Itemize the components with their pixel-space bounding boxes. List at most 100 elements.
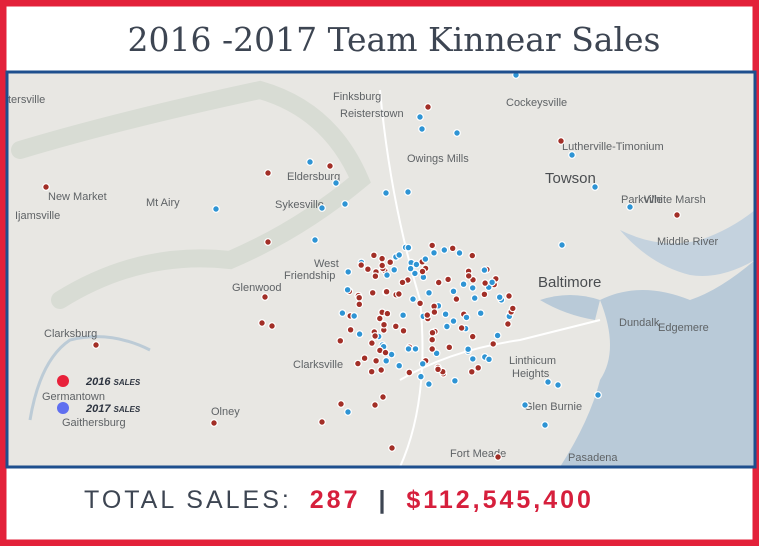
- place-label: Heights: [512, 368, 550, 380]
- sale-dot: [468, 284, 477, 292]
- sale-dot: [364, 265, 372, 274]
- sale-dot: [418, 359, 427, 368]
- sale-dot: [399, 311, 408, 320]
- separator: |: [378, 486, 388, 514]
- sale-dot: [591, 183, 599, 191]
- sale-dot: [318, 418, 326, 426]
- place-label: Glenwood: [232, 282, 282, 294]
- sale-dot: [464, 345, 473, 354]
- sale-dot: [459, 280, 468, 289]
- sale-dot: [383, 309, 392, 318]
- sale-dot: [264, 169, 272, 177]
- place-label: Towson: [545, 170, 596, 187]
- sale-dot: [476, 309, 485, 318]
- sale-dot: [464, 272, 473, 280]
- sale-dot: [412, 260, 421, 269]
- legend-swatch: [57, 375, 69, 387]
- total-line: TOTAL SALES: 287 | $112,545,400: [84, 486, 594, 514]
- sale-dot: [378, 254, 387, 263]
- sale-dot: [411, 345, 420, 353]
- sale-dot: [381, 348, 390, 357]
- sale-dot: [371, 401, 379, 409]
- sale-dot: [355, 300, 364, 309]
- sale-dot: [311, 236, 319, 244]
- sale-dot: [306, 158, 314, 166]
- sale-dot: [504, 320, 512, 328]
- sale-dot: [462, 313, 471, 322]
- sale-dot: [430, 248, 438, 257]
- sale-dot: [371, 272, 380, 281]
- sale-dot: [468, 355, 477, 363]
- sale-dot: [375, 314, 384, 323]
- sale-dot: [404, 188, 412, 196]
- total-count: 287: [310, 486, 361, 514]
- place-label: Dundalk: [619, 317, 660, 329]
- water: [540, 295, 600, 320]
- sale-dot: [505, 292, 513, 300]
- place-label: Parkville: [621, 194, 663, 206]
- place-label: Middle River: [657, 236, 718, 248]
- sale-dot: [372, 356, 381, 365]
- sale-dot: [430, 308, 439, 317]
- sale-dot: [318, 204, 326, 212]
- park: [11, 80, 371, 309]
- sale-dot: [481, 279, 490, 288]
- place-label: Edgemere: [658, 322, 709, 334]
- sale-dot: [485, 355, 493, 364]
- place-label: Owings Mills: [407, 153, 469, 165]
- sale-dot: [341, 200, 349, 208]
- place-label: Eldersburg: [287, 171, 340, 183]
- sale-dot: [388, 444, 396, 452]
- sale-dot: [368, 339, 376, 348]
- sale-dot: [541, 421, 549, 429]
- sale-dot: [493, 331, 502, 340]
- sale-dot: [488, 278, 497, 287]
- sale-dot: [673, 211, 681, 219]
- sale-dot: [360, 354, 369, 363]
- sale-dot: [626, 203, 634, 211]
- place-label: Cockeysville: [506, 97, 567, 109]
- sale-dot: [264, 238, 272, 246]
- sale-dot: [268, 322, 276, 330]
- sale-dot: [337, 400, 345, 408]
- sale-dot: [455, 249, 464, 257]
- sale-dot: [495, 293, 504, 302]
- sale-dot: [470, 294, 479, 303]
- legend-label: 2017 sales: [85, 403, 141, 415]
- place-label: Finksburg: [333, 91, 381, 103]
- sale-dot: [391, 322, 400, 331]
- sale-dot: [425, 380, 433, 389]
- sale-dot: [428, 328, 437, 337]
- sale-dot: [449, 317, 458, 326]
- sale-dot: [468, 332, 477, 341]
- sale-dot: [441, 310, 450, 319]
- road: [399, 319, 601, 381]
- sale-dot: [382, 287, 391, 296]
- sale-dot: [371, 332, 380, 340]
- sale-dot: [350, 312, 359, 320]
- place-label: Reisterstown: [340, 108, 404, 120]
- sale-dot: [448, 244, 457, 253]
- sale-dot: [377, 366, 386, 374]
- sale-dot: [440, 246, 449, 254]
- sale-dot: [379, 393, 387, 401]
- place-label: New Market: [48, 191, 107, 203]
- sale-dot: [453, 129, 461, 137]
- sale-dot: [457, 324, 466, 332]
- sale-dot: [382, 356, 391, 365]
- sale-dot: [444, 275, 453, 284]
- sale-dot: [558, 241, 566, 249]
- place-label: Pasadena: [568, 452, 618, 464]
- place-label: Fort Meade: [450, 448, 506, 460]
- sale-dot: [416, 113, 424, 121]
- sale-dot: [449, 287, 458, 296]
- sale-dot: [452, 295, 461, 304]
- place-label: Linthicum: [509, 355, 556, 367]
- sale-dot: [494, 453, 502, 461]
- place-label: Sykesville: [275, 199, 324, 211]
- sale-dot: [468, 251, 477, 260]
- sale-dot: [367, 367, 376, 376]
- sale-dot: [395, 361, 404, 370]
- sale-dot: [421, 255, 430, 264]
